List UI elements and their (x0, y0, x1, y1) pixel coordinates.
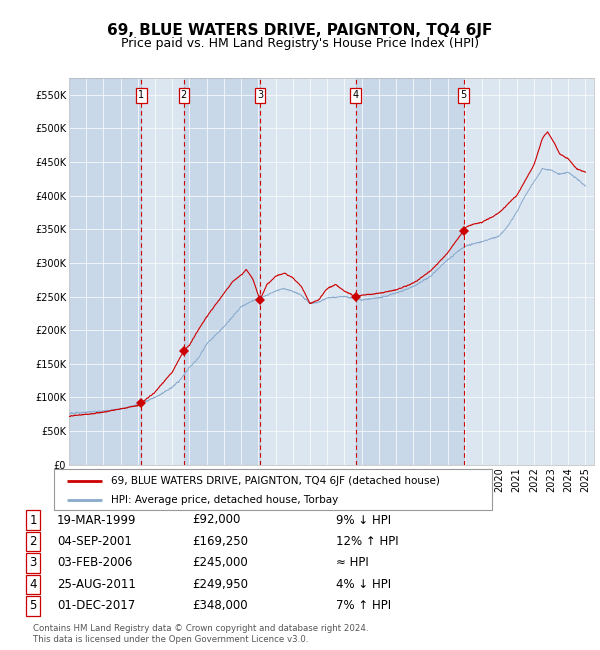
Text: 69, BLUE WATERS DRIVE, PAIGNTON, TQ4 6JF: 69, BLUE WATERS DRIVE, PAIGNTON, TQ4 6JF (107, 23, 493, 38)
Text: 5: 5 (29, 599, 37, 612)
Text: 4% ↓ HPI: 4% ↓ HPI (336, 578, 391, 591)
Text: £92,000: £92,000 (192, 514, 241, 526)
Text: £245,000: £245,000 (192, 556, 248, 569)
Text: 4: 4 (353, 90, 359, 100)
Text: 03-FEB-2006: 03-FEB-2006 (57, 556, 133, 569)
Text: 2: 2 (181, 90, 187, 100)
Text: 19-MAR-1999: 19-MAR-1999 (57, 514, 137, 526)
Text: 1: 1 (29, 514, 37, 526)
FancyBboxPatch shape (54, 469, 492, 510)
Text: 25-AUG-2011: 25-AUG-2011 (57, 578, 136, 591)
Text: 3: 3 (29, 556, 37, 569)
Text: 12% ↑ HPI: 12% ↑ HPI (336, 535, 398, 548)
Text: 69, BLUE WATERS DRIVE, PAIGNTON, TQ4 6JF (detached house): 69, BLUE WATERS DRIVE, PAIGNTON, TQ4 6JF… (111, 476, 440, 486)
Text: Contains HM Land Registry data © Crown copyright and database right 2024.
This d: Contains HM Land Registry data © Crown c… (33, 624, 368, 644)
Text: Price paid vs. HM Land Registry's House Price Index (HPI): Price paid vs. HM Land Registry's House … (121, 37, 479, 50)
Text: £348,000: £348,000 (192, 599, 248, 612)
Text: 7% ↑ HPI: 7% ↑ HPI (336, 599, 391, 612)
Text: £169,250: £169,250 (192, 535, 248, 548)
Text: ≈ HPI: ≈ HPI (336, 556, 369, 569)
Text: £249,950: £249,950 (192, 578, 248, 591)
Text: HPI: Average price, detached house, Torbay: HPI: Average price, detached house, Torb… (111, 495, 338, 505)
Text: 01-DEC-2017: 01-DEC-2017 (57, 599, 135, 612)
Text: 1: 1 (139, 90, 145, 100)
Text: 3: 3 (257, 90, 263, 100)
Bar (69, 78, 142, 465)
Text: 5: 5 (460, 90, 467, 100)
Text: 9% ↓ HPI: 9% ↓ HPI (336, 514, 391, 526)
Text: 2: 2 (29, 535, 37, 548)
Bar (356, 78, 464, 465)
Text: 4: 4 (29, 578, 37, 591)
Text: 04-SEP-2001: 04-SEP-2001 (57, 535, 132, 548)
Bar (184, 78, 260, 465)
